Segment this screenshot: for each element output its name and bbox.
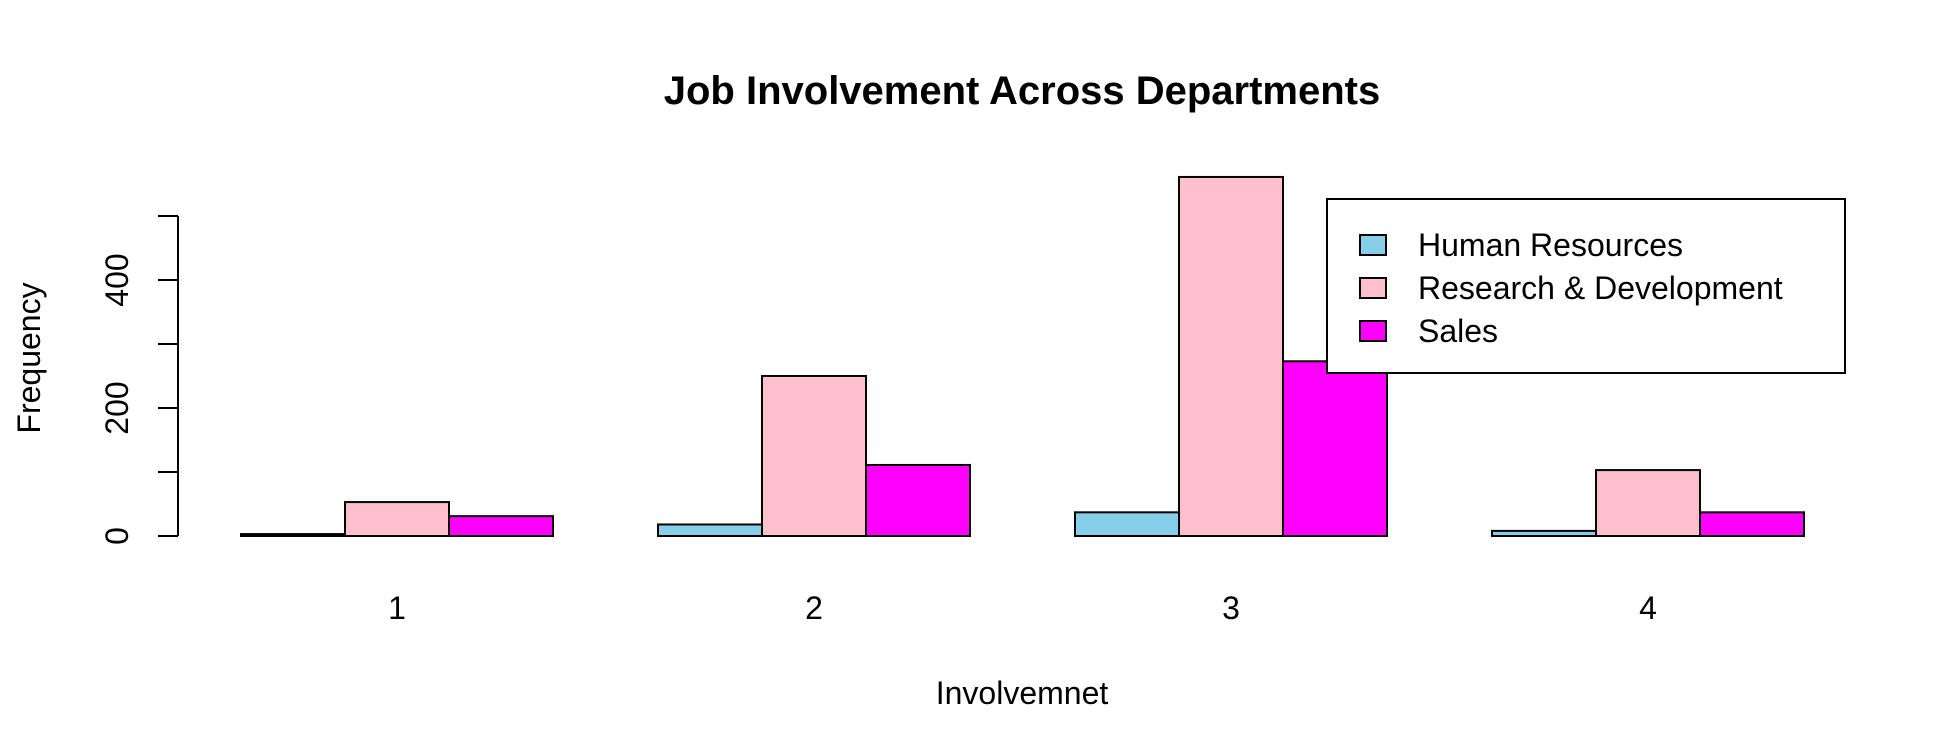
bar-1-series-3 — [448, 515, 554, 537]
x-tick-label: 4 — [1639, 590, 1657, 626]
x-axis-label: Involvemnet — [936, 675, 1109, 711]
bar-2-series-2 — [761, 375, 867, 537]
legend-label: Human Resources — [1418, 227, 1683, 263]
legend: Human Resources Research & Development Sal… — [1326, 198, 1846, 374]
bar-2-series-3 — [865, 463, 971, 537]
bar-3-series-3 — [1282, 360, 1388, 537]
bars — [240, 175, 1805, 538]
y-tick-label: 200 — [99, 381, 135, 434]
x-tick-labels: 1 2 3 4 — [388, 590, 1657, 626]
x-tick-label: 1 — [388, 590, 406, 626]
y-tick-label: 400 — [99, 253, 135, 306]
x-tick-label: 2 — [805, 590, 823, 626]
legend-box — [1326, 198, 1846, 374]
legend-label: Research & Development — [1418, 270, 1783, 306]
bar-4-series-1 — [1491, 529, 1597, 538]
bar-4-series-2 — [1595, 469, 1701, 537]
legend-swatch — [1359, 234, 1387, 256]
legend-swatch — [1359, 277, 1387, 299]
chart-title: Job Involvement Across Departments — [664, 69, 1381, 113]
y-tick-label: 0 — [99, 527, 135, 545]
bar-1-series-1 — [240, 533, 346, 538]
legend-label: Sales — [1418, 313, 1498, 349]
y-axis-label: Frequency — [11, 282, 47, 433]
x-tick-label: 3 — [1222, 590, 1240, 626]
bar-3-series-1 — [1074, 511, 1180, 538]
bar-3-series-2 — [1178, 175, 1284, 538]
y-axis: 0 200 400 — [99, 215, 179, 545]
legend-swatch — [1359, 320, 1387, 342]
bar-1-series-2 — [344, 501, 450, 537]
bar-4-series-3 — [1699, 511, 1805, 538]
bar-2-series-1 — [657, 523, 763, 537]
